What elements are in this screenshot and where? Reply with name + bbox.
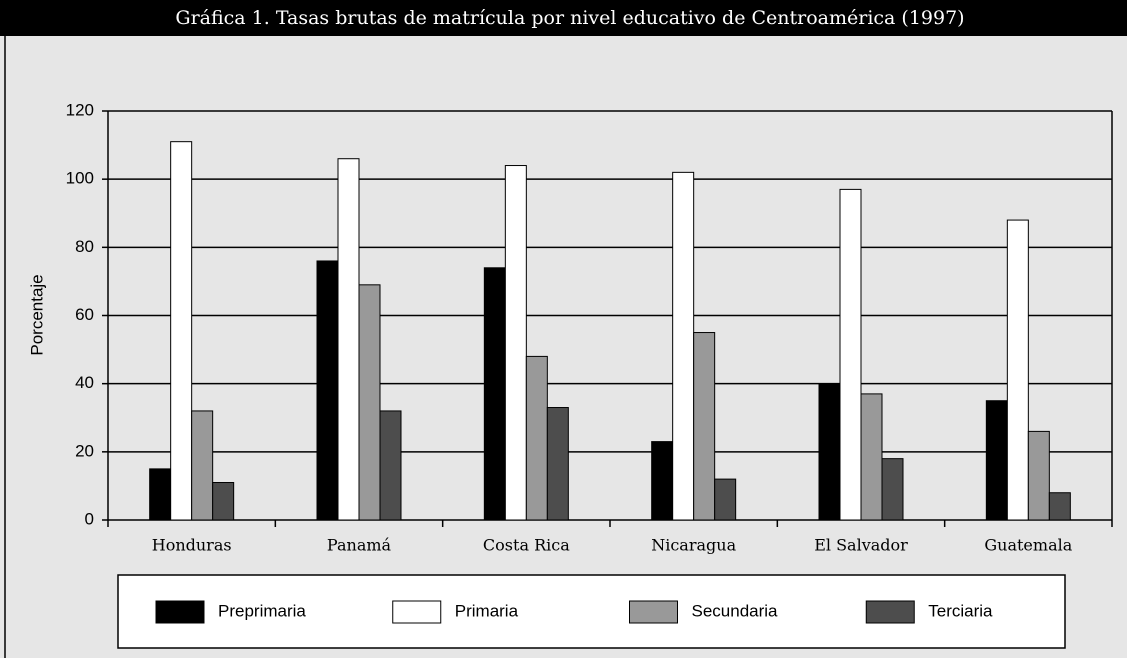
y-tick-label: 0 [85, 509, 94, 528]
x-tick-label: El Salvador [814, 536, 908, 555]
bar [483, 267, 506, 521]
legend-label: Preprimaria [218, 601, 306, 620]
x-tick-label: Panamá [327, 536, 392, 555]
legend-swatch [155, 600, 205, 624]
bar [693, 332, 716, 521]
bar [651, 441, 674, 521]
chart-title: Gráfica 1. Tasas brutas de matrícula por… [175, 7, 964, 29]
x-tick-label: Honduras [152, 536, 232, 555]
y-tick-label: 40 [75, 373, 94, 392]
legend-label: Secundaria [692, 601, 779, 620]
bar [985, 400, 1008, 521]
bar [1048, 492, 1071, 521]
y-tick-label: 20 [75, 441, 94, 460]
legend-label: Terciaria [928, 601, 993, 620]
y-tick-label: 100 [66, 169, 94, 188]
bar [149, 468, 172, 521]
bar [337, 158, 360, 521]
bar [818, 383, 841, 521]
bar [379, 410, 402, 521]
legend-swatch [392, 600, 442, 624]
bar [672, 171, 695, 521]
y-tick-label: 60 [75, 305, 94, 324]
bar [860, 393, 883, 521]
legend-label: Primaria [455, 601, 519, 620]
bar [714, 478, 737, 521]
bar [170, 141, 193, 521]
x-tick-label: Costa Rica [483, 536, 570, 555]
bar [881, 458, 904, 521]
legend-swatch [865, 600, 915, 624]
bar [1006, 219, 1029, 521]
x-tick-label: Guatemala [984, 536, 1072, 555]
y-tick-label: 120 [66, 100, 94, 119]
x-tick-label: Nicaragua [651, 536, 736, 555]
bar [212, 482, 235, 521]
bar [839, 188, 862, 521]
bar [191, 410, 214, 521]
bar [316, 260, 339, 521]
bar [504, 165, 527, 521]
bar [546, 407, 569, 521]
legend-swatch [629, 600, 678, 624]
y-axis-label: Porcentaje [27, 274, 46, 355]
bar [358, 284, 381, 521]
bar [1027, 430, 1050, 521]
y-tick-label: 80 [75, 237, 94, 256]
bar [525, 355, 548, 521]
title-bar [0, 0, 1127, 36]
